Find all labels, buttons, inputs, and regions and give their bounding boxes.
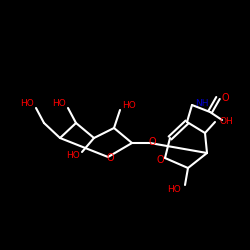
Text: NH: NH [195,100,208,108]
Text: HO: HO [167,184,181,194]
Text: O: O [222,93,230,103]
Text: O: O [156,155,164,165]
Text: HO: HO [122,102,136,110]
Text: O: O [106,153,114,163]
Text: OH: OH [219,116,233,126]
Text: HO: HO [66,152,80,160]
Text: O: O [148,137,156,147]
Text: HO: HO [20,100,34,108]
Text: HO: HO [52,100,66,108]
